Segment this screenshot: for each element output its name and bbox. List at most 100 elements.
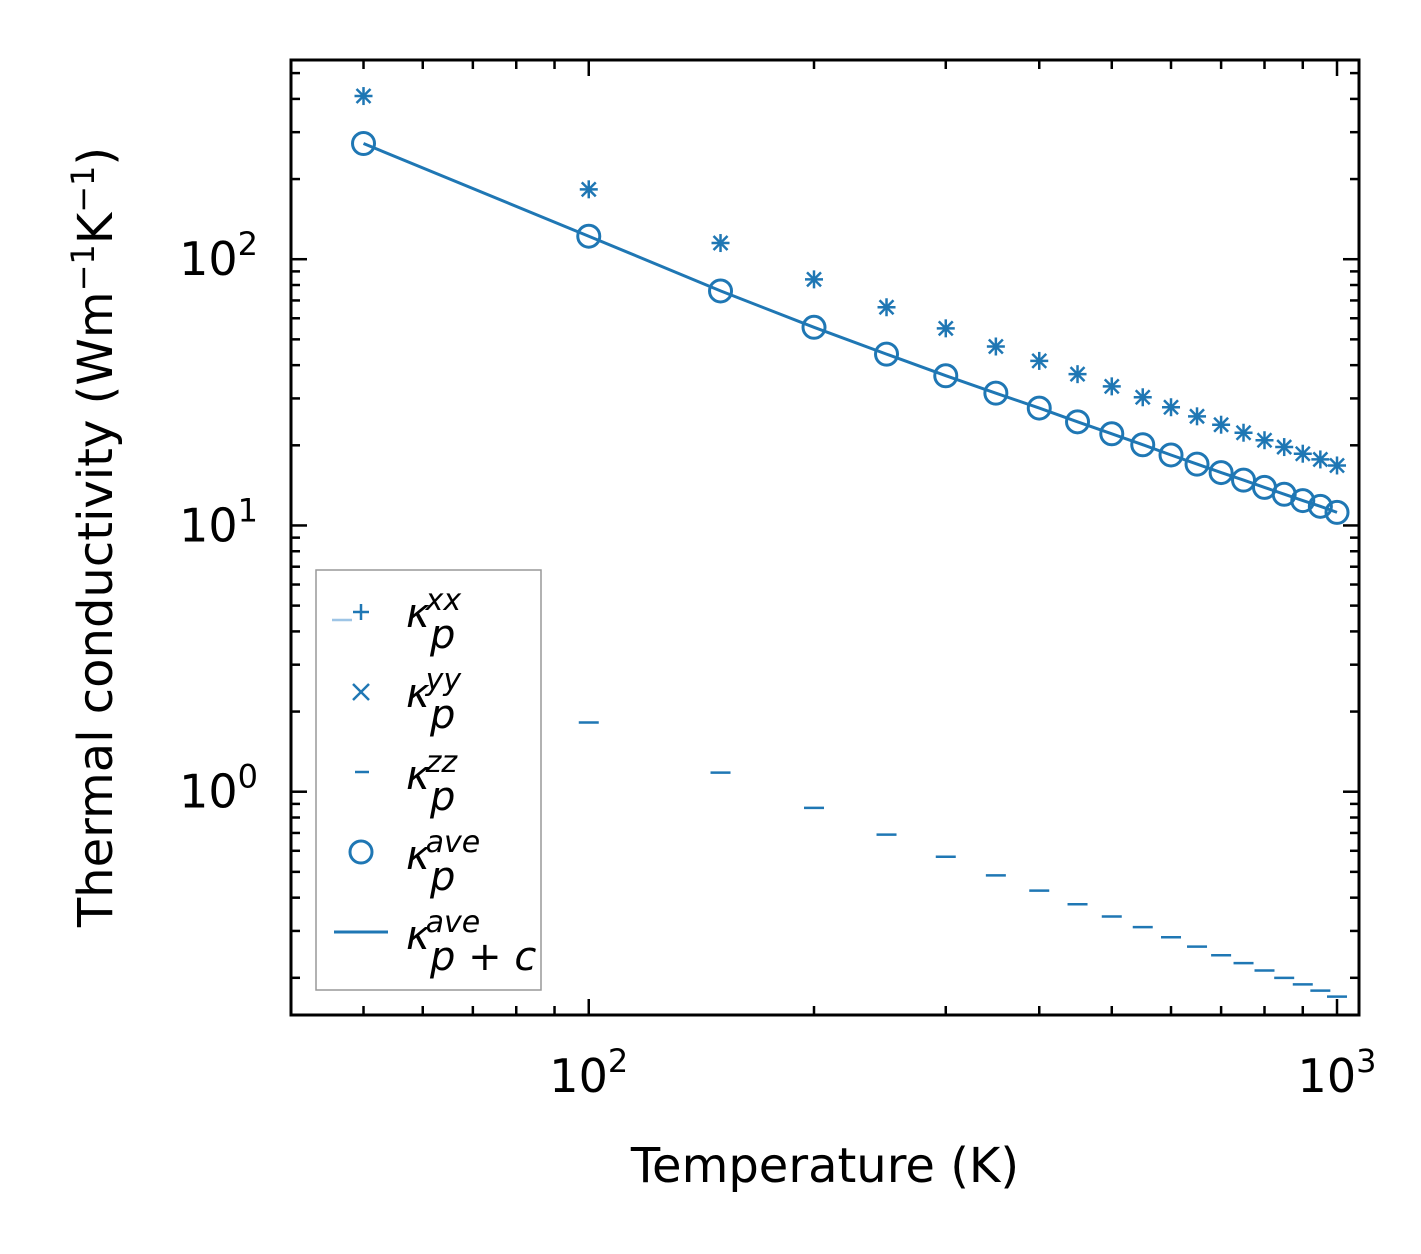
x-stroke bbox=[712, 235, 729, 251]
x-stroke bbox=[1329, 457, 1345, 474]
x-stroke bbox=[1276, 439, 1293, 455]
data-point-x bbox=[1163, 399, 1179, 416]
series-kappa_p_zz bbox=[578, 721, 1348, 998]
legend-subscript: p bbox=[429, 612, 455, 658]
x-stroke bbox=[1103, 378, 1120, 395]
x-stroke bbox=[878, 299, 895, 316]
data-point-x bbox=[1134, 389, 1151, 406]
data-point-circle bbox=[1158, 442, 1184, 468]
data-point-circle bbox=[1290, 488, 1316, 514]
x-stroke bbox=[1134, 389, 1151, 406]
tick-exponent: 2 bbox=[608, 1042, 628, 1080]
data-point-circle bbox=[708, 278, 734, 304]
x-stroke bbox=[806, 271, 822, 288]
data-point-circle bbox=[874, 341, 900, 367]
plot-area bbox=[351, 87, 1350, 998]
data-point-circle bbox=[1065, 409, 1091, 435]
legend-subscript: p bbox=[429, 854, 455, 900]
x-tick-label: 102 bbox=[549, 1042, 628, 1103]
data-point-circle bbox=[933, 363, 959, 389]
series-kappa_p_yy bbox=[355, 88, 1345, 474]
y-axis-label-part: ) bbox=[68, 147, 124, 166]
data-point-x bbox=[1235, 424, 1252, 441]
data-point-x bbox=[1069, 366, 1086, 383]
legend-symbol: κ bbox=[406, 913, 430, 959]
legend-superscript: ave bbox=[426, 825, 481, 860]
legend-symbol: κ bbox=[406, 833, 430, 879]
tick-exponent: 3 bbox=[1356, 1042, 1376, 1080]
data-point-circle bbox=[1099, 421, 1125, 447]
legend-superscript: ave bbox=[426, 905, 481, 940]
x-stroke bbox=[1312, 451, 1329, 468]
data-point-circle bbox=[801, 314, 827, 340]
legend-superscript: xx bbox=[425, 583, 462, 618]
legend-subscript: p + c bbox=[429, 934, 536, 980]
x-stroke bbox=[1069, 366, 1086, 383]
legend-label: κave bbox=[406, 905, 480, 959]
legend: κxx p κyy p κzz p κave p κave p + c bbox=[315, 569, 542, 991]
legend-entry-kappa-xx: κxx p bbox=[332, 583, 461, 658]
data-point-circle bbox=[1324, 499, 1350, 525]
legend-entry-kappa-pc-ave: κave p + c bbox=[334, 905, 536, 980]
data-point-x bbox=[1276, 439, 1293, 455]
legend-subscript: p bbox=[429, 692, 455, 738]
legend-x-marker bbox=[352, 683, 370, 701]
x-tick-label: 103 bbox=[1298, 1042, 1377, 1103]
x-stroke bbox=[987, 338, 1004, 355]
data-point-x bbox=[355, 88, 372, 104]
x-stroke bbox=[1031, 353, 1048, 369]
legend-label: κyy bbox=[406, 663, 462, 717]
data-point-circle bbox=[351, 131, 377, 157]
data-point-circle bbox=[576, 223, 602, 249]
y-tick-label: 102 bbox=[179, 225, 258, 286]
data-point-circle bbox=[1307, 493, 1333, 519]
data-point-x bbox=[1031, 353, 1048, 369]
legend-subscript: p bbox=[429, 774, 455, 820]
data-point-x bbox=[1103, 378, 1120, 395]
data-point-x bbox=[878, 299, 895, 316]
data-point-x bbox=[806, 271, 822, 288]
data-point-x bbox=[1189, 408, 1205, 425]
x-stroke bbox=[1294, 445, 1311, 462]
y-tick-label: 101 bbox=[179, 491, 258, 552]
legend-box bbox=[315, 569, 542, 991]
tick-exponent: 2 bbox=[238, 225, 258, 263]
data-point-circle bbox=[1208, 460, 1234, 486]
x-stroke bbox=[1235, 424, 1252, 441]
legend-label: κave bbox=[406, 825, 480, 879]
data-point-x bbox=[987, 338, 1004, 355]
series-kappa_p_plus_c_ave bbox=[362, 142, 1338, 514]
series-line bbox=[362, 142, 1338, 514]
y-axis-label-sup: −1 bbox=[64, 244, 102, 291]
data-point-x bbox=[1294, 445, 1311, 462]
series-kappa_p_ave bbox=[351, 131, 1350, 525]
x-axis-label: Temperature (K) bbox=[630, 1138, 1019, 1194]
x-stroke bbox=[580, 181, 597, 198]
x-stroke bbox=[1189, 408, 1205, 425]
legend-superscript: zz bbox=[425, 745, 459, 780]
data-point-x bbox=[1213, 416, 1229, 433]
data-point-circle bbox=[1026, 395, 1052, 421]
legend-entry-kappa-ave: κave p bbox=[348, 825, 480, 900]
tick-base: 10 bbox=[179, 498, 238, 552]
tick-base: 10 bbox=[1298, 1049, 1357, 1103]
x-stroke bbox=[1256, 432, 1273, 449]
x-stroke bbox=[937, 320, 954, 337]
x-stroke bbox=[1163, 399, 1179, 416]
legend-label: κxx bbox=[406, 583, 461, 637]
legend-entry-kappa-zz: κzz p bbox=[355, 745, 458, 820]
data-point-circle bbox=[1184, 451, 1210, 477]
y-axis-label-part: K bbox=[68, 211, 124, 244]
tick-exponent: 0 bbox=[238, 758, 258, 796]
legend-symbol: κ bbox=[406, 753, 430, 799]
legend-label: κzz bbox=[406, 745, 458, 799]
data-point-x bbox=[1312, 451, 1329, 468]
tick-base: 10 bbox=[179, 232, 238, 286]
legend-superscript: yy bbox=[425, 663, 463, 698]
y-axis-label-part: Thermal conductivity (Wm bbox=[68, 291, 124, 928]
legend-symbol: κ bbox=[406, 671, 430, 717]
data-point-x bbox=[712, 235, 729, 251]
data-point-circle bbox=[1130, 432, 1156, 458]
data-point-x bbox=[937, 320, 954, 337]
